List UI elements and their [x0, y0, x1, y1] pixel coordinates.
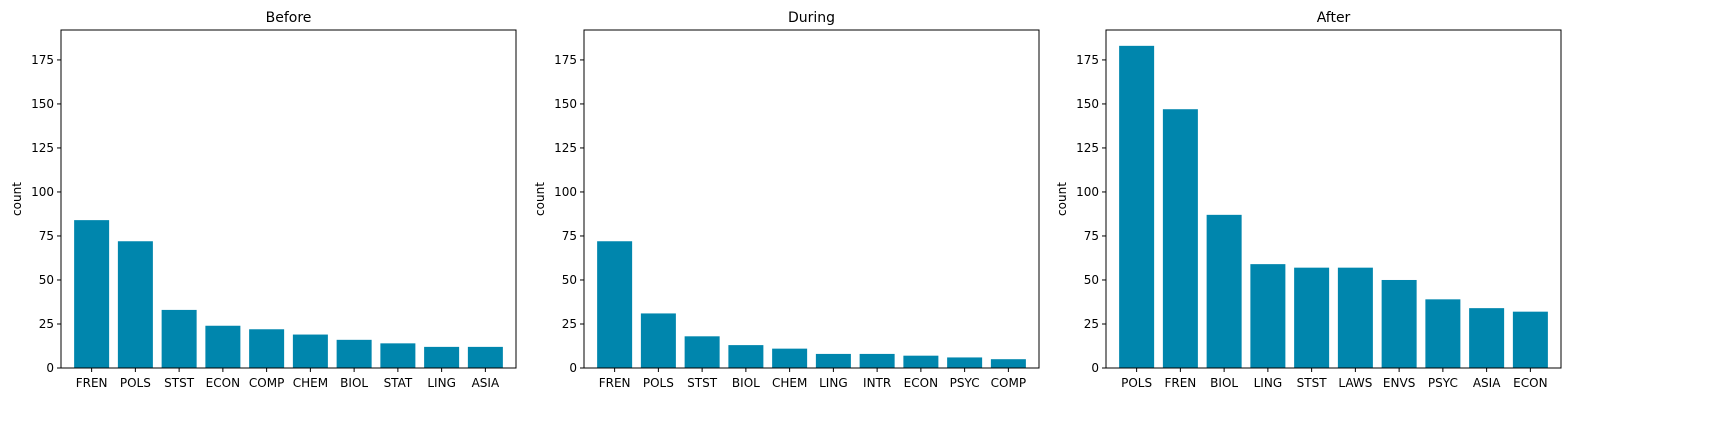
y-tick-label: 150: [1076, 97, 1099, 111]
x-tick-label: ASIA: [1473, 376, 1501, 390]
bar-pols: [1119, 45, 1155, 369]
bar-comp: [990, 359, 1026, 368]
x-tick-label: CHEM: [772, 376, 807, 390]
bar-pols: [117, 241, 153, 368]
x-tick-label: BIOL: [732, 376, 760, 390]
bar-biol: [1206, 214, 1242, 368]
chart-panel-during: 0 25 50 75 100 125 150 175 FREN POLS STST BIOL CHEM L…: [533, 10, 1040, 390]
chart-title: After: [1317, 10, 1351, 26]
bar-stst: [684, 336, 720, 368]
bar-envs: [1381, 279, 1417, 368]
x-tick-label: PSYC: [1428, 376, 1458, 390]
y-tick-label: 0: [1091, 361, 1099, 375]
y-tick-label: 25: [39, 317, 54, 331]
bar-stat: [380, 343, 416, 368]
y-tick-label: 150: [554, 97, 577, 111]
x-tick-label: ECON: [1513, 376, 1547, 390]
bar-pols: [640, 313, 676, 368]
x-tick-label: INTR: [863, 376, 891, 390]
bar-fren: [1162, 109, 1198, 368]
bar-biol: [336, 339, 372, 368]
x-tick-label: LING: [1254, 376, 1283, 390]
x-tick-label: ECON: [904, 376, 938, 390]
bar-psyc: [1425, 299, 1461, 368]
y-tick-label: 75: [1084, 229, 1099, 243]
y-tick-label: 125: [554, 141, 577, 155]
y-tick-label: 100: [554, 185, 577, 199]
x-tick-label: LING: [819, 376, 848, 390]
x-tick-label: STAT: [384, 376, 413, 390]
chart-title: Before: [266, 10, 312, 26]
bar-comp: [249, 329, 285, 368]
x-tick-label: FREN: [1164, 376, 1196, 390]
axes-frame: [1105, 29, 1562, 369]
bar-laws: [1337, 267, 1373, 368]
x-tick-label: POLS: [1121, 376, 1152, 390]
y-tick-label: 175: [1076, 53, 1099, 67]
y-axis-label: count: [1055, 182, 1069, 216]
x-tick-label: STST: [687, 376, 718, 390]
bar-econ: [205, 325, 241, 368]
bar-fren: [597, 241, 633, 368]
x-tick-label: PSYC: [950, 376, 980, 390]
y-tick-label: 50: [1084, 273, 1099, 287]
bar-biol: [728, 345, 764, 368]
x-tick-label: STST: [1297, 376, 1328, 390]
y-tick-label: 50: [562, 273, 577, 287]
y-axis-label: count: [533, 182, 547, 216]
bar-chem: [772, 348, 808, 368]
y-tick-label: 50: [39, 273, 54, 287]
bar-ling: [815, 353, 851, 368]
x-tick-label: POLS: [120, 376, 151, 390]
y-tick-label: 75: [39, 229, 54, 243]
y-tick-label: 0: [569, 361, 577, 375]
y-tick-label: 75: [562, 229, 577, 243]
y-tick-label: 175: [554, 53, 577, 67]
y-tick-label: 25: [1084, 317, 1099, 331]
bar-asia: [467, 346, 503, 369]
x-tick-label: FREN: [599, 376, 631, 390]
bar-econ: [903, 355, 939, 368]
bar-psyc: [947, 357, 983, 368]
y-tick-label: 150: [31, 97, 54, 111]
x-tick-label: BIOL: [340, 376, 368, 390]
chart-title: During: [788, 10, 835, 26]
y-tick-label: 175: [31, 53, 54, 67]
x-tick-label: ASIA: [472, 376, 500, 390]
x-tick-label: COMP: [991, 376, 1026, 390]
chart-panel-before: 0 25 50 75 100 125 150 175 FREN POLS STST ECON COMP C…: [10, 10, 517, 390]
bar-intr: [859, 353, 895, 368]
y-tick-label: 0: [46, 361, 54, 375]
x-tick-label: ENVS: [1383, 376, 1415, 390]
y-tick-label: 25: [562, 317, 577, 331]
x-tick-label: LING: [427, 376, 456, 390]
bar-ling: [1250, 264, 1286, 368]
axes-frame: [60, 29, 517, 369]
x-tick-label: FREN: [76, 376, 108, 390]
x-tick-label: LAWS: [1338, 376, 1372, 390]
x-tick-label: POLS: [643, 376, 674, 390]
bar-stst: [1294, 267, 1330, 368]
bar-stst: [161, 309, 197, 368]
bar-asia: [1469, 308, 1505, 368]
x-tick-label: BIOL: [1210, 376, 1238, 390]
x-tick-label: CHEM: [293, 376, 328, 390]
y-axis-label: count: [10, 182, 24, 216]
bar-chem: [292, 334, 328, 368]
y-tick-label: 125: [1076, 141, 1099, 155]
axes-frame: [583, 29, 1040, 369]
x-tick-label: STST: [164, 376, 195, 390]
y-tick-label: 100: [31, 185, 54, 199]
chart-panel-after: 0 25 50 75 100 125 150 175 POLS FREN BIOL LING STST L…: [1055, 10, 1562, 390]
bar-econ: [1512, 311, 1548, 368]
y-tick-label: 100: [1076, 185, 1099, 199]
x-tick-label: ECON: [206, 376, 240, 390]
bar-ling: [424, 346, 460, 369]
bar-fren: [74, 220, 110, 369]
x-tick-label: COMP: [249, 376, 284, 390]
y-tick-label: 125: [31, 141, 54, 155]
